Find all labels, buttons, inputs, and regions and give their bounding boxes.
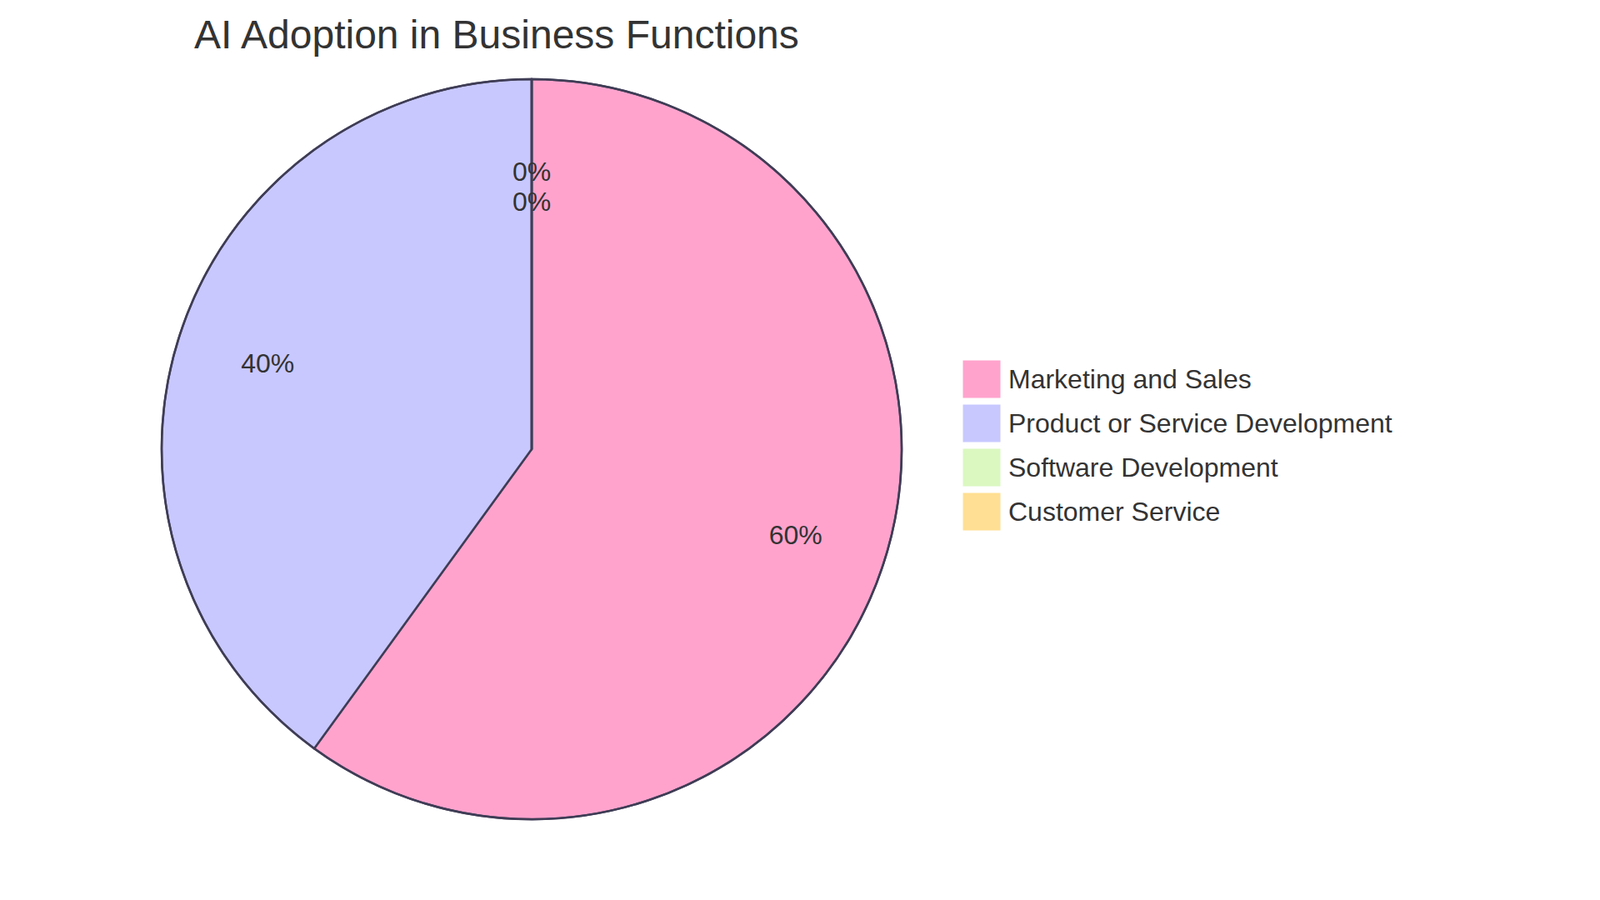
pie-slice: [530, 79, 534, 450]
legend-label: Marketing and Sales: [1008, 364, 1252, 395]
slices: [161, 79, 902, 820]
legend-label: Customer Service: [1008, 496, 1220, 527]
data-label: 0%: [512, 186, 551, 217]
data-labels: 60% 40% 0%0%: [240, 156, 822, 550]
data-label: 60%: [769, 520, 823, 550]
legend-label: Software Development: [1008, 452, 1279, 483]
legend-swatch: [963, 405, 1000, 442]
pie-slice: [530, 79, 534, 450]
legend: Marketing and Sales Product or Service De…: [963, 360, 1393, 530]
legend-swatch: [963, 493, 1000, 530]
legend-label: Product or Service Development: [1008, 408, 1393, 439]
chart: AI Adoption in Business Functions 60% 40% 0…: [0, 0, 1600, 900]
title: AI Adoption in Business Functions: [194, 12, 800, 57]
data-label: 40%: [240, 348, 295, 379]
pie-rim: [161, 79, 902, 820]
data-label: 0%: [512, 156, 551, 187]
legend-swatch: [963, 449, 1000, 486]
legend-swatch: [963, 360, 1000, 398]
pie-slice: [161, 79, 532, 749]
